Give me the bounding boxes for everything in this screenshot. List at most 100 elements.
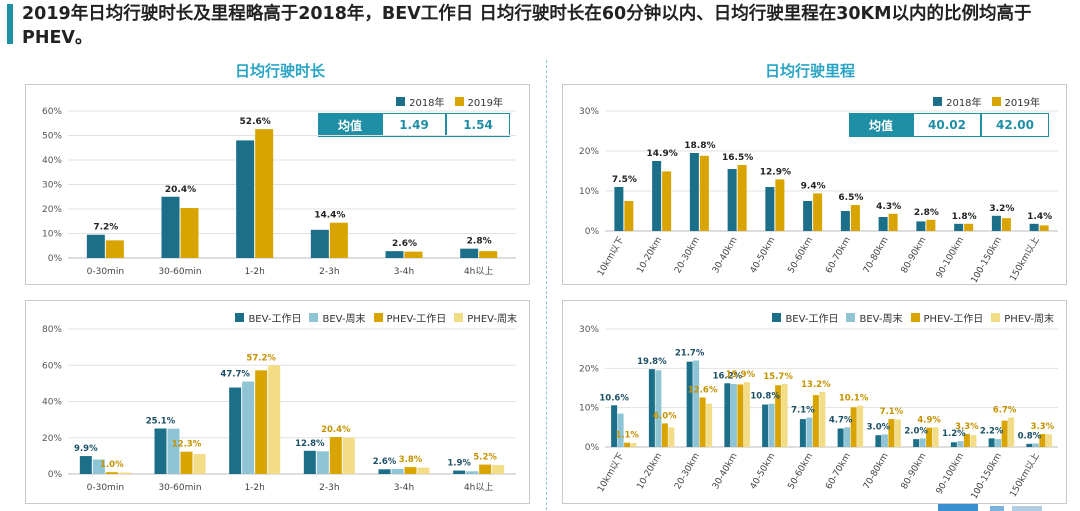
bar [255,129,274,258]
bar [706,403,713,447]
data-label: 1.8% [952,212,977,222]
bar [819,391,826,447]
x-tick-label: 100-150km [970,452,1004,502]
bar [378,469,391,474]
x-tick-label: 3-4h [394,483,414,493]
bar [781,384,788,447]
x-tick-label: 50-60km [786,452,815,492]
bar [242,381,255,474]
bar [812,395,819,447]
data-label: 1.2% [942,429,966,439]
x-tick-label: 0-30min [87,483,124,493]
y-tick-label: 10% [579,187,599,197]
bar [919,438,926,447]
legend-item-phev-weekend: PHEV-周末 [991,310,1054,325]
data-label: 9.9% [74,444,98,454]
data-label: 2.2% [980,426,1004,436]
bar [964,223,974,231]
legend-item-phev-weekend: PHEV-周末 [454,310,517,325]
bar [950,442,957,447]
data-label: 0.8% [1018,431,1042,441]
bar [894,419,901,447]
bar [255,370,268,474]
x-tick-label: 150km以上 [1008,451,1042,499]
data-label: 1.1% [615,431,639,441]
legend-item-phev-workday: PHEV-工作日 [910,310,983,325]
bar [105,472,118,474]
bar [988,438,995,447]
data-label: 25.1% [146,417,176,427]
right-section-title: 日均行驶里程 [764,62,855,80]
data-label: 7.5% [612,175,637,185]
legend-item-bev-weekend: BEV-周末 [846,310,903,325]
y-tick-label: 60% [42,107,62,117]
x-tick-label: 80-90km [900,236,929,276]
bar [662,171,672,231]
bar [888,419,895,447]
bar [775,179,785,231]
bar [105,240,124,258]
x-tick-label: 2-3h [319,267,339,277]
bar [391,468,404,474]
data-label: 14.4% [314,211,345,221]
legend-label: BEV-工作日 [785,314,839,325]
bar [648,369,655,447]
legend-label: 2018年 [409,98,445,109]
x-tick-label: 60-70km [824,452,853,492]
data-label: 52.6% [240,117,271,127]
bar [768,403,775,447]
bar [916,221,926,231]
bar [118,472,131,474]
bar [385,251,404,258]
data-label: 2.6% [373,457,397,467]
y-tick-label: 30% [579,107,599,117]
bar [329,222,348,258]
legend-swatch [991,313,1001,322]
legend-item-2018: 2018年 [933,94,982,109]
average-value-2018: 1.49 [382,113,446,137]
x-tick-label: 10km以下 [596,452,626,495]
bar [850,205,860,231]
x-tick-label: 1-2h [244,483,264,493]
bar [1039,225,1049,231]
data-label: 57.2% [246,353,276,363]
bar [693,360,700,447]
data-label: 2.8% [914,208,939,218]
y-tick-label: 80% [42,325,62,335]
bar [1045,434,1052,447]
data-label: 10.1% [839,394,869,404]
bar [803,201,813,231]
data-label: 1.0% [100,460,124,470]
data-label: 12.3% [172,440,202,450]
x-tick-label: 30-60min [158,267,201,277]
bar [661,423,668,447]
x-tick-label: 90-100km [935,236,967,281]
data-label: 4.3% [876,202,901,212]
data-label: 16.5% [722,153,753,163]
average-value-2019: 42.00 [981,113,1049,137]
x-tick-label: 80-90km [900,452,929,492]
bar [881,434,888,447]
legend-item-bev-workday: BEV-工作日 [772,310,838,325]
y-tick-label: 0% [48,254,63,264]
bar [316,451,329,474]
bar [775,385,782,447]
bar [743,382,750,447]
bar [86,234,105,258]
y-tick-label: 10% [579,404,599,414]
legend-item-2018: 2018年 [396,94,445,109]
bar [762,404,769,447]
data-label: 12.9% [760,167,791,177]
x-tick-label: 10km以下 [596,236,626,279]
bar [1001,420,1008,447]
chart-distance-by-type: 0% 10% 20% 30% 10km以下 10-20km 20-30km 30-40km 40… [579,325,1058,502]
legend-item-2019: 2019年 [991,94,1040,109]
data-label: 21.7% [675,348,705,358]
bar [479,251,498,258]
section-divider [546,60,547,510]
legend-swatch [991,97,1001,106]
data-label: 3.0% [867,422,891,432]
bar [1039,434,1046,447]
legend-distance-year: 2018年 2019年 [933,94,1040,109]
bar [875,435,882,447]
